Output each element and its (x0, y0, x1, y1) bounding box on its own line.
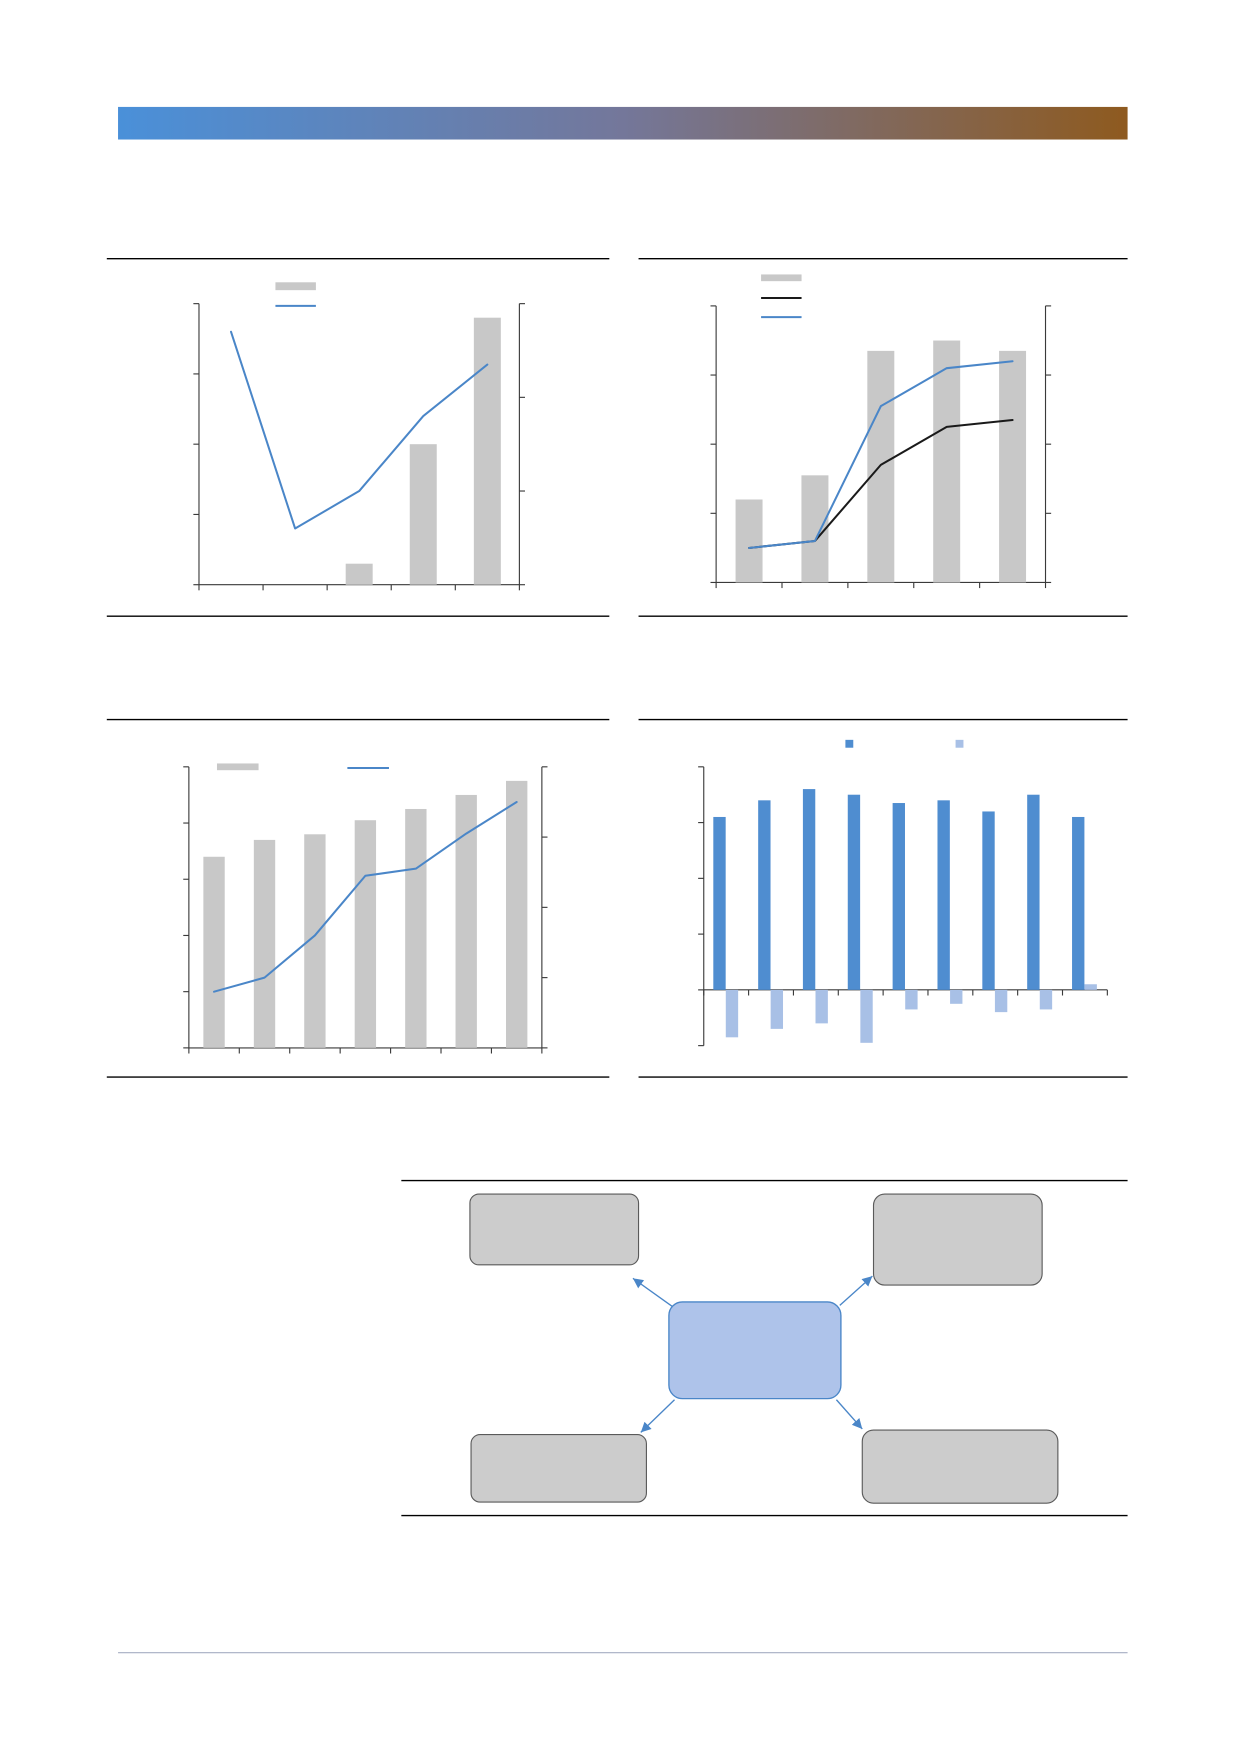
bar-series-1 (304, 834, 326, 1048)
diagram-box-top-right (872, 1193, 1043, 1286)
chart-top-left (193, 282, 526, 591)
chart-bottom-right (698, 739, 1108, 1047)
bar-series-1 (982, 811, 995, 990)
bar-series-2 (994, 989, 1008, 1013)
diagram-box-bottom-left (470, 1434, 647, 1503)
arrow-to-top-right (839, 1275, 873, 1306)
legend-swatch-1 (761, 274, 802, 282)
header-banner (118, 106, 1128, 140)
bar-series-2 (1084, 984, 1097, 990)
bar-series-1 (867, 350, 895, 583)
diagram-center-node (668, 1301, 842, 1400)
bar-series-1 (999, 350, 1027, 583)
bar-series-1 (409, 444, 437, 585)
bar-series-2 (770, 989, 784, 1029)
bar-series-1 (933, 340, 961, 583)
bar-series-1 (455, 794, 477, 1048)
diagram-box-top-left (469, 1193, 640, 1266)
bar-series-1 (801, 475, 829, 583)
line-series-2 (213, 801, 518, 993)
bar-series-2 (905, 989, 918, 1010)
legend-swatch-2 (955, 739, 964, 748)
hub-diagram (469, 1193, 1059, 1504)
arrow-to-bottom-right (835, 1399, 863, 1430)
bar-series-2 (1039, 989, 1053, 1010)
bar-series-1 (892, 803, 905, 990)
bar-series-2 (860, 989, 873, 1043)
bar-series-1 (506, 780, 528, 1048)
bar-series-1 (345, 563, 373, 585)
chart-top-right (710, 274, 1052, 589)
bar-series-1 (937, 800, 950, 990)
bar-series-1 (802, 789, 816, 990)
diagram-box-bottom-right (861, 1429, 1059, 1504)
bar-series-1 (758, 800, 771, 990)
bar-series-1 (473, 317, 501, 585)
bar-series-2 (725, 989, 739, 1038)
bar-series-2 (815, 989, 828, 1024)
arrow-to-bottom-left (640, 1399, 675, 1433)
arrow-to-top-left (632, 1277, 673, 1307)
bar-series-1 (405, 808, 427, 1048)
legend-swatch-1 (216, 763, 259, 771)
bar-series-1 (253, 839, 276, 1048)
bar-series-1 (354, 820, 377, 1048)
bar-series-1 (1027, 794, 1040, 990)
legend-swatch-1 (845, 739, 854, 748)
bar-series-2 (950, 989, 963, 1004)
panel-rules (106, 258, 1128, 1517)
chart-bottom-left (183, 763, 548, 1054)
bar-series-1 (203, 856, 225, 1048)
bar-series-1 (847, 794, 861, 990)
bar-series-1 (713, 816, 726, 990)
line-series-3 (748, 360, 1014, 549)
line-series-2 (230, 330, 489, 530)
bar-series-1 (735, 499, 763, 583)
bar-series-1 (1072, 816, 1085, 990)
legend-swatch-1 (275, 282, 316, 291)
